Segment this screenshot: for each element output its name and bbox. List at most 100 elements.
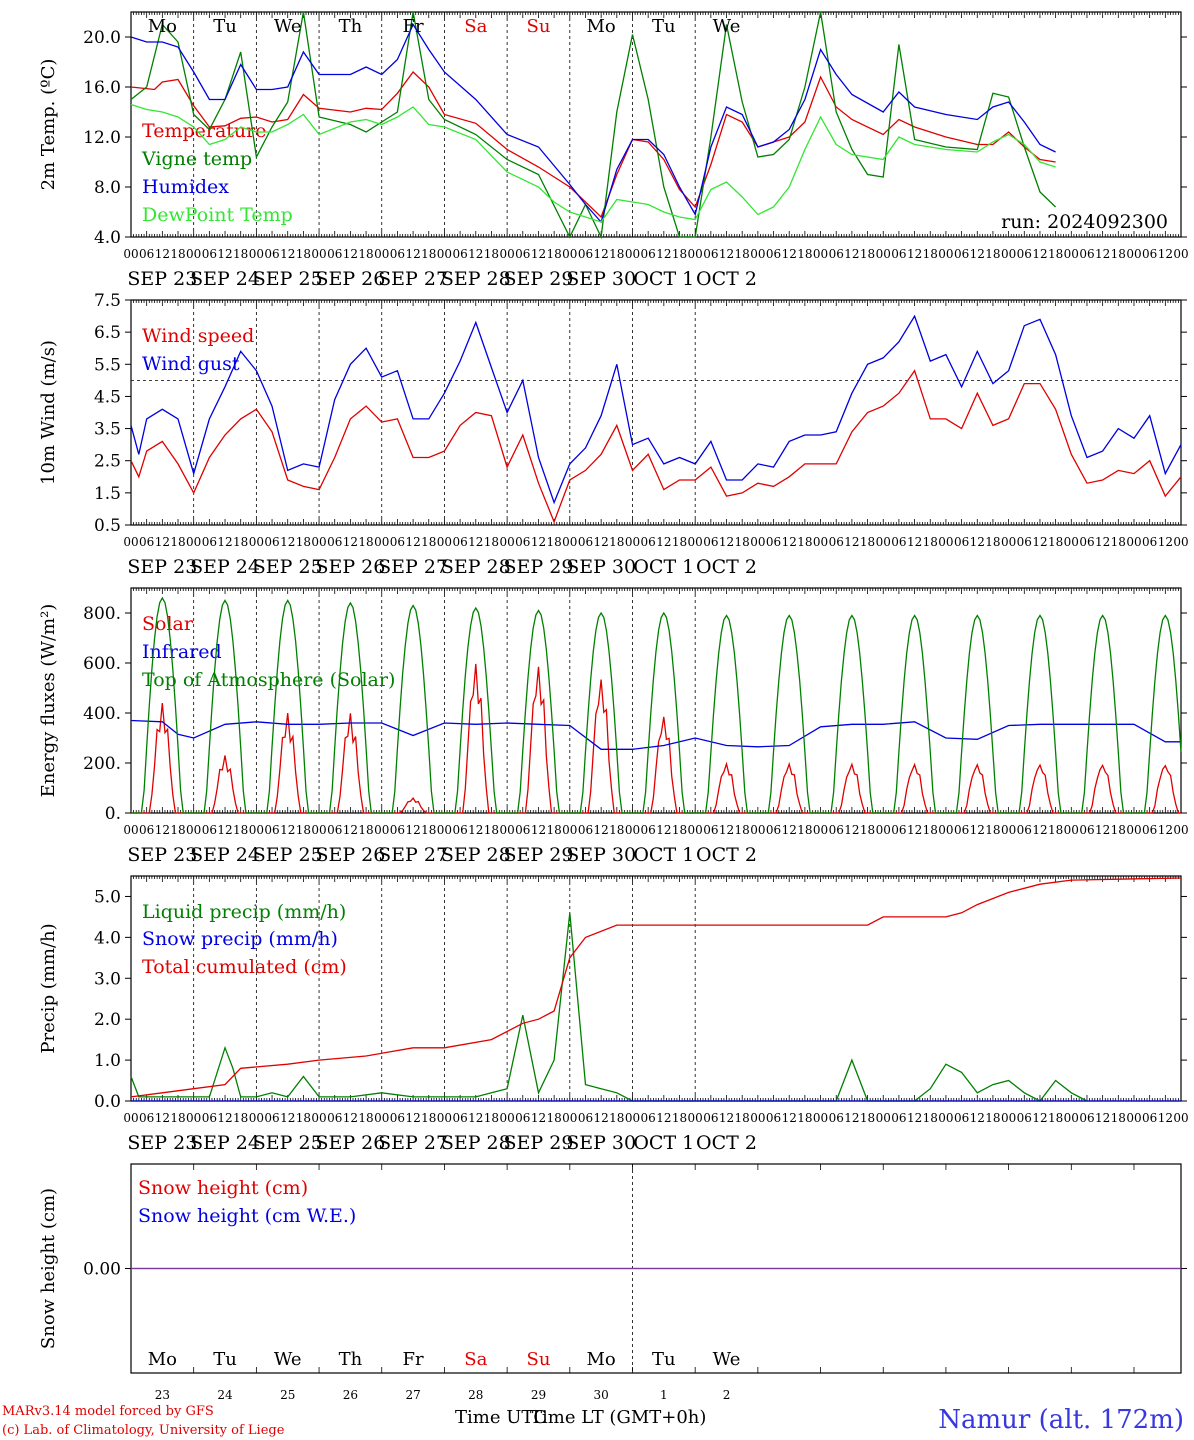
- day-number: 26: [343, 1388, 358, 1402]
- hour-label: 18: [546, 1111, 561, 1125]
- hour-label: 00: [750, 247, 765, 261]
- hour-label: 06: [954, 535, 969, 549]
- hour-label: 12: [1095, 535, 1110, 549]
- hour-label: 12: [970, 1111, 985, 1125]
- hour-label: 18: [1048, 247, 1063, 261]
- hour-label: 06: [327, 1111, 342, 1125]
- hour-label: 12: [468, 823, 483, 837]
- y-tick-label: 1.0: [94, 1051, 121, 1071]
- weekday-label: We: [713, 16, 741, 37]
- hour-label: 00: [876, 823, 891, 837]
- hour-label: 12: [719, 1111, 734, 1125]
- credit-line-1: MARv3.14 model forced by GFS: [2, 1404, 214, 1419]
- y-tick-label: 2.0: [94, 1010, 121, 1030]
- date-label: OCT 2: [696, 268, 757, 290]
- legend-entry: Infrared: [142, 641, 222, 663]
- hour-label: 06: [954, 1111, 969, 1125]
- hour-label: 18: [1111, 535, 1126, 549]
- hour-label: 12: [594, 247, 609, 261]
- date-label: OCT 2: [696, 844, 757, 866]
- hour-label: 00: [1173, 535, 1188, 549]
- hour-label: 06: [1079, 1111, 1094, 1125]
- hour-label: 18: [985, 823, 1000, 837]
- legend-entry: Snow height (cm): [138, 1177, 308, 1199]
- hour-label: 00: [938, 1111, 953, 1125]
- date-label: SEP 29: [504, 268, 574, 290]
- hour-label: 12: [1032, 247, 1047, 261]
- hour-label: 06: [264, 823, 279, 837]
- hour-label: 00: [123, 823, 138, 837]
- hour-label: 06: [766, 535, 781, 549]
- hour-label: 12: [217, 1111, 232, 1125]
- legend-entry: Total cumulated (cm): [142, 956, 347, 978]
- hour-label: 12: [782, 1111, 797, 1125]
- hour-label: 12: [844, 535, 859, 549]
- hour-label: 12: [531, 535, 546, 549]
- date-label: SEP 25: [253, 556, 323, 578]
- hour-label: 06: [578, 1111, 593, 1125]
- y-tick-label: 1.5: [94, 484, 121, 504]
- hour-label: 00: [938, 535, 953, 549]
- date-label: SEP 25: [253, 268, 323, 290]
- y-tick-label: 20.0: [83, 28, 121, 48]
- hour-label: 12: [405, 823, 420, 837]
- hour-label: 00: [1126, 823, 1141, 837]
- hour-label: 06: [202, 823, 217, 837]
- hour-label: 06: [1142, 247, 1157, 261]
- hour-label: 00: [876, 535, 891, 549]
- hour-label: 06: [703, 247, 718, 261]
- hour-label: 12: [907, 247, 922, 261]
- legend-entry: Liquid precip (mm/h): [142, 901, 346, 923]
- hour-label: 06: [264, 247, 279, 261]
- hour-label: 06: [1142, 535, 1157, 549]
- hour-label: 12: [1095, 1111, 1110, 1125]
- hour-label: 00: [311, 535, 326, 549]
- date-label: SEP 29: [504, 556, 574, 578]
- hour-label: 00: [813, 247, 828, 261]
- series-wind-gust: [130, 314, 1182, 505]
- hour-label: 18: [1111, 247, 1126, 261]
- date-label: SEP 24: [190, 844, 260, 866]
- hour-label: 00: [249, 1111, 264, 1125]
- hour-label: 12: [1032, 1111, 1047, 1125]
- y-axis-title: Snow height (cm): [38, 1188, 59, 1349]
- hour-label: 00: [688, 823, 703, 837]
- hour-label: 12: [844, 247, 859, 261]
- hour-label: 18: [672, 823, 687, 837]
- hour-label: 00: [1001, 823, 1016, 837]
- hour-label: 00: [437, 247, 452, 261]
- hour-label: 06: [390, 1111, 405, 1125]
- hour-label: 06: [766, 823, 781, 837]
- y-tick-label: 200.: [83, 754, 121, 774]
- hour-label: 18: [358, 247, 373, 261]
- hour-label: 00: [311, 823, 326, 837]
- hour-label: 12: [594, 823, 609, 837]
- hour-label: 06: [452, 823, 467, 837]
- hour-label: 18: [985, 1111, 1000, 1125]
- hour-label: 18: [735, 247, 750, 261]
- weekday-label: Tu: [652, 16, 676, 37]
- hour-label: 06: [829, 1111, 844, 1125]
- hour-label: 18: [609, 247, 624, 261]
- panel-2: 0.5 1.5 2.5 3.5 4.5 5.5 6.5 7.5 10m Wind (m/s) Wi…: [38, 291, 1189, 578]
- hour-label: 06: [891, 535, 906, 549]
- hour-label: 00: [1064, 823, 1079, 837]
- hour-label: 00: [625, 535, 640, 549]
- hour-label: 06: [139, 247, 154, 261]
- date-label: OCT 2: [696, 556, 757, 578]
- weekday-label: Su: [526, 16, 550, 37]
- date-label: SEP 23: [127, 844, 197, 866]
- hour-label: 18: [1111, 823, 1126, 837]
- day-number: 2: [723, 1388, 731, 1402]
- hour-label: 00: [374, 823, 389, 837]
- hour-label: 12: [844, 823, 859, 837]
- series-vigne-temp: [130, 11, 1057, 240]
- hour-label: 00: [374, 535, 389, 549]
- hour-label: 12: [782, 247, 797, 261]
- hour-label: 00: [1126, 247, 1141, 261]
- hour-label: 12: [217, 535, 232, 549]
- weekday-label: Mo: [148, 1349, 177, 1370]
- hour-label: 12: [343, 247, 358, 261]
- day-number: 27: [405, 1388, 420, 1402]
- hour-label: 18: [358, 535, 373, 549]
